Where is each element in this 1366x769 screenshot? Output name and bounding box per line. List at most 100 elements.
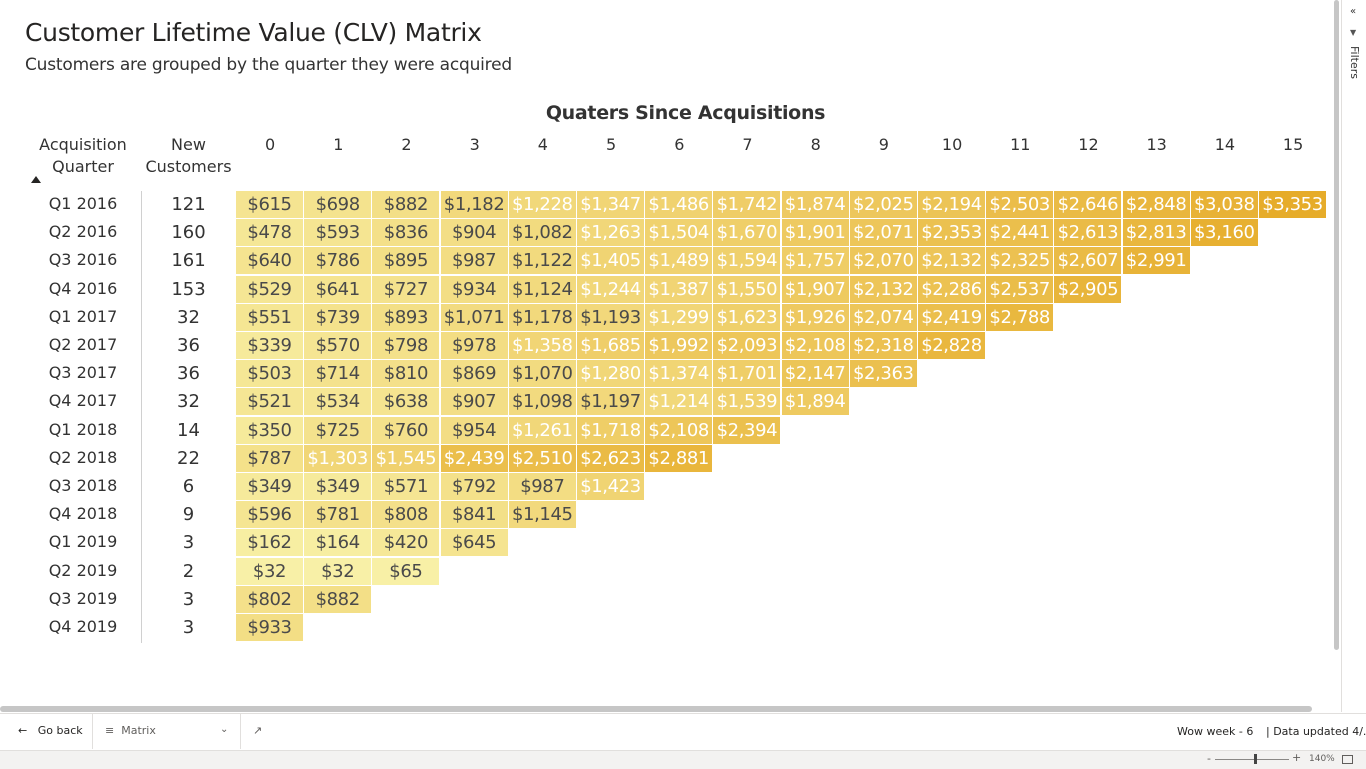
clv-cell[interactable]: $615 <box>236 191 303 218</box>
clv-cell[interactable]: $1,992 <box>645 332 713 359</box>
clv-cell[interactable]: $1,071 <box>440 303 508 331</box>
expand-icon[interactable]: ↗ <box>253 724 263 737</box>
clv-cell[interactable]: $1,685 <box>577 332 644 359</box>
clv-cell[interactable]: $349 <box>304 473 372 500</box>
clv-cell[interactable]: $1,122 <box>508 247 576 275</box>
clv-cell[interactable]: $2,194 <box>918 191 985 218</box>
column-header-13[interactable]: 13 <box>1146 135 1167 154</box>
header-new-customers[interactable]: New Customers <box>145 135 232 176</box>
column-header-1[interactable]: 1 <box>333 135 344 154</box>
clv-cell[interactable]: $2,848 <box>1122 191 1190 218</box>
clv-cell[interactable]: $2,537 <box>986 275 1054 303</box>
column-header-10[interactable]: 10 <box>941 135 963 154</box>
clv-cell[interactable]: $2,646 <box>1054 191 1122 218</box>
clv-cell[interactable]: $792 <box>440 473 508 500</box>
zoom-slider-track[interactable] <box>1215 759 1289 760</box>
clv-cell[interactable]: $869 <box>440 360 508 388</box>
clv-cell[interactable]: $2,503 <box>986 191 1054 218</box>
clv-cell[interactable]: $521 <box>236 388 303 416</box>
clv-cell[interactable]: $1,228 <box>508 191 576 218</box>
clv-cell[interactable]: $641 <box>304 275 372 303</box>
row-header-quarter[interactable]: Q4 2016 <box>48 278 118 298</box>
clv-cell[interactable]: $904 <box>440 219 508 247</box>
column-header-0[interactable]: 0 <box>265 135 276 154</box>
clv-cell[interactable]: $640 <box>236 247 303 275</box>
clv-cell[interactable]: $2,071 <box>849 219 917 247</box>
clv-cell[interactable]: $895 <box>372 247 440 275</box>
clv-cell[interactable]: $714 <box>304 360 372 388</box>
clv-cell[interactable]: $1,178 <box>508 303 576 331</box>
clv-cell[interactable]: $739 <box>304 303 372 331</box>
clv-cell[interactable]: $725 <box>304 416 372 444</box>
clv-cell[interactable]: $570 <box>304 332 372 359</box>
clv-cell[interactable]: $698 <box>304 191 372 218</box>
vertical-scrollbar[interactable] <box>1334 0 1339 650</box>
clv-cell[interactable]: $987 <box>508 473 576 500</box>
clv-cell[interactable]: $1,182 <box>440 191 508 218</box>
clv-cell[interactable]: $1,082 <box>508 219 576 247</box>
clv-cell[interactable]: $1,197 <box>577 388 644 416</box>
clv-cell[interactable]: $3,038 <box>1190 191 1258 218</box>
column-header-7[interactable]: 7 <box>742 135 753 154</box>
clv-cell[interactable]: $503 <box>236 360 303 388</box>
chevron-down-icon[interactable]: ⌄ <box>220 724 229 735</box>
clv-cell[interactable]: $478 <box>236 219 303 247</box>
clv-cell[interactable]: $727 <box>372 275 440 303</box>
clv-cell[interactable]: $529 <box>236 275 303 303</box>
clv-cell[interactable]: $2,813 <box>1122 219 1190 247</box>
row-header-quarter[interactable]: Q2 2019 <box>48 560 118 580</box>
clv-cell[interactable]: $893 <box>372 303 440 331</box>
row-header-quarter[interactable]: Q3 2016 <box>48 250 118 270</box>
clv-cell[interactable]: $2,132 <box>849 275 917 303</box>
clv-cell[interactable]: $760 <box>372 416 440 444</box>
row-header-quarter[interactable]: Q1 2018 <box>48 419 118 439</box>
clv-cell[interactable]: $2,510 <box>508 444 576 472</box>
clv-cell[interactable]: $1,874 <box>781 191 849 218</box>
clv-cell[interactable]: $1,244 <box>577 275 644 303</box>
clv-cell[interactable]: $2,074 <box>849 303 917 331</box>
filters-pane-label[interactable]: Filters <box>1348 46 1361 79</box>
clv-cell[interactable]: $810 <box>372 360 440 388</box>
clv-cell[interactable]: $2,325 <box>986 247 1054 275</box>
clv-cell[interactable]: $2,108 <box>645 416 713 444</box>
clv-cell[interactable]: $162 <box>236 529 303 557</box>
clv-cell[interactable]: $836 <box>372 219 440 247</box>
clv-cell[interactable]: $2,623 <box>577 444 644 472</box>
clv-cell[interactable]: $1,387 <box>645 275 713 303</box>
clv-cell[interactable]: $1,486 <box>645 191 713 218</box>
clv-cell[interactable]: $2,070 <box>849 247 917 275</box>
clv-cell[interactable]: $786 <box>304 247 372 275</box>
row-header-quarter[interactable]: Q3 2018 <box>48 476 118 495</box>
clv-cell[interactable]: $1,070 <box>508 360 576 388</box>
zoom-slider-thumb[interactable] <box>1254 754 1257 764</box>
column-header-5[interactable]: 5 <box>606 135 617 154</box>
clv-cell[interactable]: $1,193 <box>577 303 644 331</box>
clv-cell[interactable]: $2,439 <box>440 444 508 472</box>
go-back-button[interactable]: ← Go back <box>18 724 83 737</box>
clv-cell[interactable]: $593 <box>304 219 372 247</box>
clv-cell[interactable]: $2,286 <box>918 275 985 303</box>
clv-cell[interactable]: $2,788 <box>986 303 1054 331</box>
clv-cell[interactable]: $65 <box>372 557 440 585</box>
clv-cell[interactable]: $1,623 <box>713 303 781 331</box>
clv-cell[interactable]: $1,594 <box>713 247 781 275</box>
clv-cell[interactable]: $2,613 <box>1054 219 1122 247</box>
row-header-quarter[interactable]: Q2 2017 <box>48 335 118 354</box>
clv-cell[interactable]: $32 <box>236 557 303 585</box>
clv-cell[interactable]: $551 <box>236 303 303 331</box>
clv-cell[interactable]: $3,353 <box>1259 191 1326 218</box>
clv-cell[interactable]: $2,607 <box>1054 247 1122 275</box>
clv-cell[interactable]: $808 <box>372 501 440 529</box>
clv-cell[interactable]: $1,405 <box>577 247 644 275</box>
clv-cell[interactable]: $1,545 <box>372 444 440 472</box>
clv-cell[interactable]: $1,374 <box>645 360 713 388</box>
row-header-quarter[interactable]: Q3 2017 <box>48 363 118 383</box>
column-header-8[interactable]: 8 <box>810 135 821 154</box>
clv-cell[interactable]: $802 <box>236 585 303 613</box>
clv-cell[interactable]: $2,881 <box>645 444 713 472</box>
clv-cell[interactable]: $1,261 <box>508 416 576 444</box>
column-header-11[interactable]: 11 <box>1010 135 1031 154</box>
clv-cell[interactable]: $1,670 <box>713 219 781 247</box>
column-header-14[interactable]: 14 <box>1214 135 1236 154</box>
clv-cell[interactable]: $841 <box>440 501 508 529</box>
